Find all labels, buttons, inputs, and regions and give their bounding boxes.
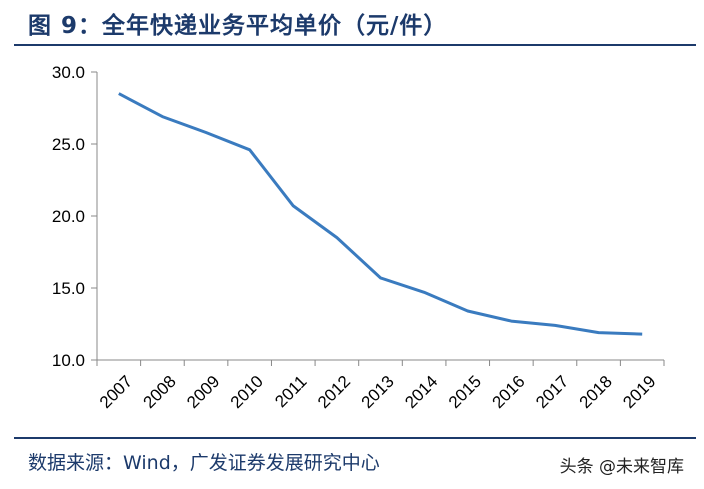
- x-tick-label: 2008: [140, 372, 180, 412]
- x-tick-label: 2012: [314, 372, 354, 412]
- chart-title: 图 9：全年快递业务平均单价（元/件）: [28, 13, 448, 39]
- title-rule: [14, 44, 696, 46]
- y-tick-label: 15.0: [52, 279, 85, 298]
- y-axis-ticks: 10.0 15.0 20.0 25.0 30.0: [52, 63, 97, 370]
- source-rule: [14, 437, 696, 439]
- source-note: 数据来源：Wind，广发证券发展研究中心: [28, 452, 380, 474]
- x-tick-label: 2018: [576, 372, 616, 412]
- y-tick-label: 25.0: [52, 135, 85, 154]
- x-tick-label: 2011: [271, 372, 310, 411]
- x-tick-label: 2009: [183, 372, 223, 412]
- x-tick-label: 2014: [401, 372, 441, 412]
- x-tick-label: 2017: [532, 372, 572, 412]
- y-tick-label: 20.0: [52, 207, 85, 226]
- x-tick-label: 2010: [227, 372, 267, 412]
- watermark-label: 头条 @未来智库: [559, 457, 684, 477]
- y-tick-label: 10.0: [52, 351, 85, 370]
- x-tick-label: 2007: [96, 372, 136, 412]
- line-chart: 10.015.020.025.030.0 2007 2008 2009 2010 201…: [52, 63, 665, 412]
- x-tick-label: 2013: [358, 372, 398, 412]
- x-tick-label: 2016: [488, 372, 528, 412]
- chart-axes: [96, 72, 664, 361]
- series-line: [118, 92, 643, 336]
- chart-series: [118, 92, 643, 336]
- x-tick-label: 2019: [619, 372, 659, 412]
- x-axis-ticks: 2007 2008 2009 2010 2011 2012 2013 2014 2015 2016…: [96, 360, 665, 412]
- x-tick-label: 2015: [445, 372, 485, 412]
- y-tick-label: 30.0: [52, 63, 85, 82]
